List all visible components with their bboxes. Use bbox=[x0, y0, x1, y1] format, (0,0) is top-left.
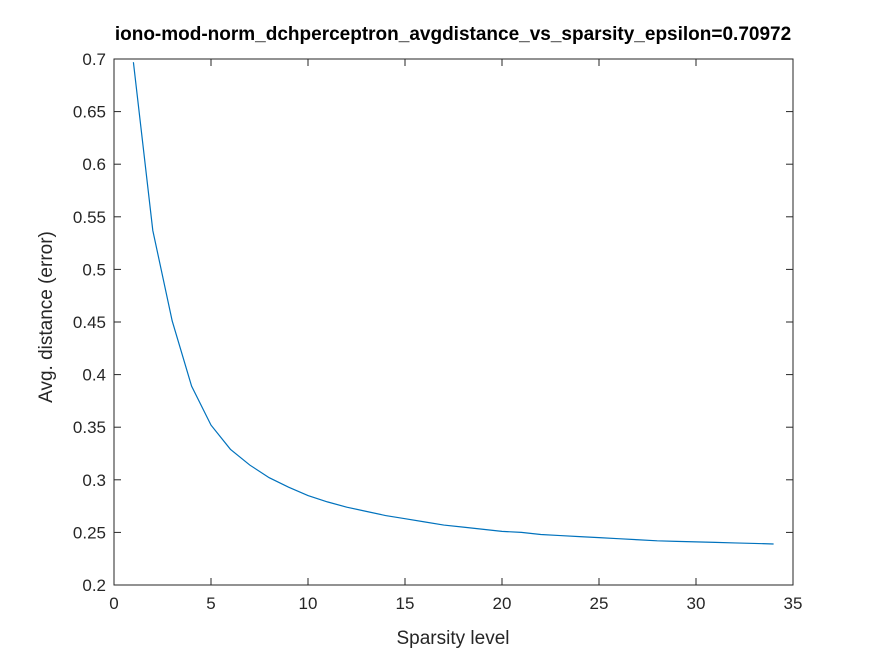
x-tick-label: 35 bbox=[784, 594, 803, 613]
x-tick-label: 30 bbox=[687, 594, 706, 613]
plot-box bbox=[113, 58, 794, 586]
y-tick-label: 0.3 bbox=[82, 471, 106, 490]
x-tick-label: 20 bbox=[493, 594, 512, 613]
axis-ticks: 0 5 10 15 20 25 30 35 0.2 0.25 0.3 0.35 0.4 0.45 0.5 0.… bbox=[73, 50, 803, 613]
series-line bbox=[132, 62, 774, 545]
y-tick-label: 0.55 bbox=[73, 208, 106, 227]
x-tick-label: 25 bbox=[590, 594, 609, 613]
x-axis-label: Sparsity level bbox=[397, 628, 510, 649]
x-tick-label: 0 bbox=[109, 594, 118, 613]
y-tick-label: 0.25 bbox=[73, 523, 106, 542]
y-tick-label: 0.2 bbox=[82, 576, 106, 595]
y-tick-label: 0.35 bbox=[73, 418, 106, 437]
x-tick-label: 15 bbox=[396, 594, 415, 613]
plot-background bbox=[114, 59, 793, 585]
y-tick-label: 0.6 bbox=[82, 155, 106, 174]
x-tick-label: 10 bbox=[299, 594, 318, 613]
y-tick-label: 0.45 bbox=[73, 313, 106, 332]
y-axis-label: Avg. distance (error) bbox=[36, 231, 57, 403]
x-tick-label: 5 bbox=[206, 594, 215, 613]
y-tick-label: 0.5 bbox=[82, 260, 106, 279]
y-tick-label: 0.65 bbox=[73, 103, 106, 122]
y-tick-label: 0.4 bbox=[82, 366, 106, 385]
chart-title: iono-mod-norm_dchperceptron_avgdistance_… bbox=[115, 24, 791, 45]
y-tick-label: 0.7 bbox=[82, 50, 106, 69]
